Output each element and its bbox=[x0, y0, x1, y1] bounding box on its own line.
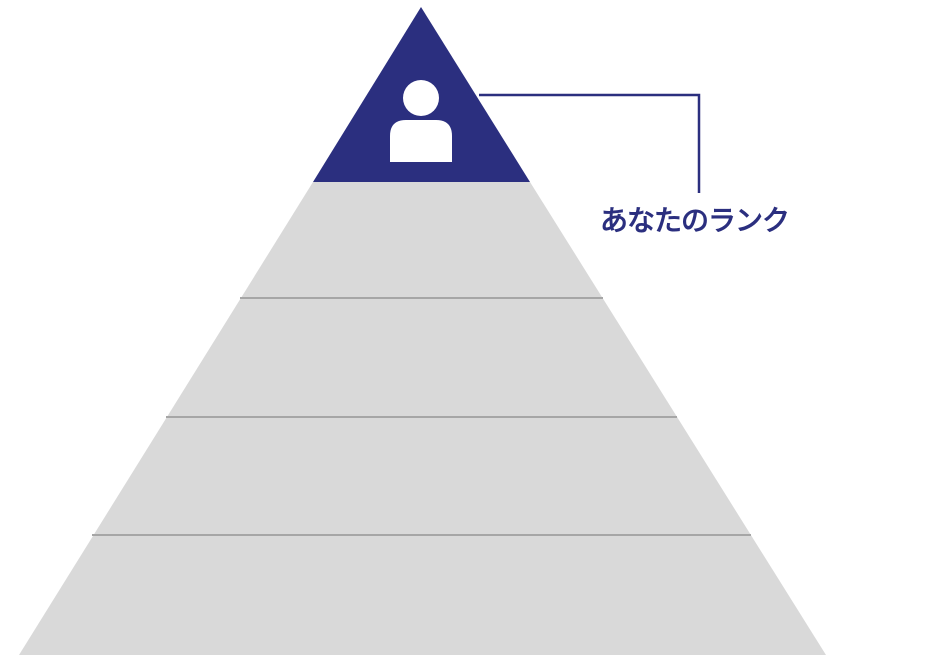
person-icon bbox=[390, 80, 452, 162]
callout-line bbox=[479, 93, 701, 193]
pyramid-lower-tiers bbox=[19, 182, 826, 655]
rank-callout-label: あなたのランク bbox=[600, 204, 790, 237]
